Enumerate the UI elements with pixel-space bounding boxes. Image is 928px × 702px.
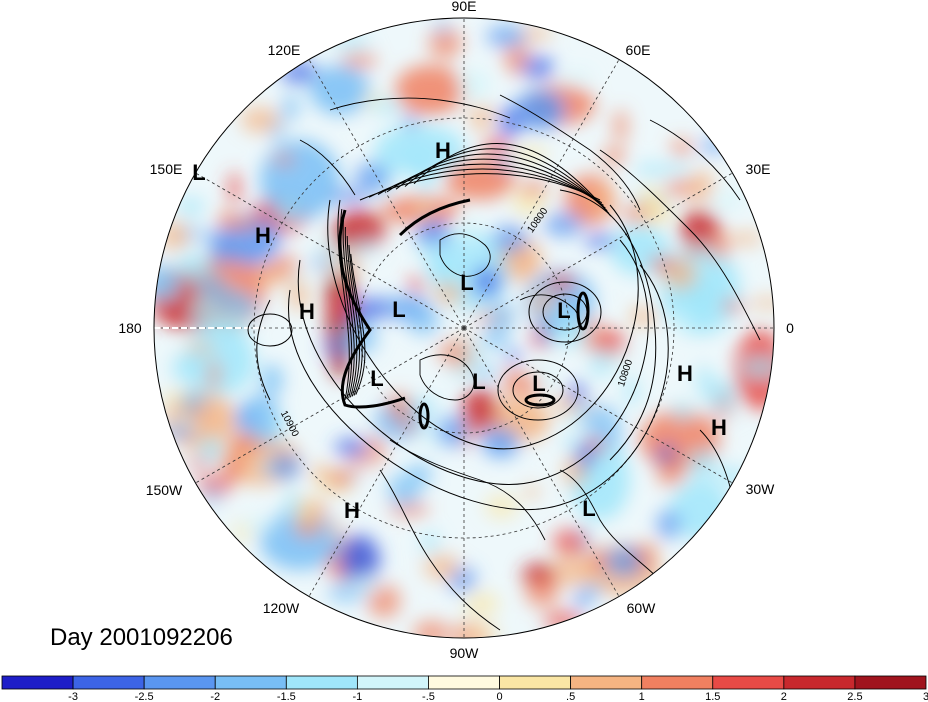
colorbar-tick-label: 1.5 — [705, 691, 720, 702]
colorbar-tick-label: -.5 — [422, 691, 435, 702]
coastlines — [299, 94, 761, 631]
colorbar-swatch — [428, 675, 500, 690]
colorbar-swatch — [1, 675, 74, 690]
map-boundary — [153, 17, 775, 639]
colorbar-swatch — [712, 675, 785, 690]
pressure-center-low: L — [460, 270, 473, 295]
lon-label-150e: 150E — [150, 161, 183, 177]
lon-label-120w: 120W — [263, 600, 300, 616]
lon-label-60w: 60W — [627, 600, 657, 616]
pressure-center-low: L — [532, 371, 545, 396]
pressure-center-high: H — [299, 299, 315, 324]
colorbar-tick-label: 2 — [781, 691, 787, 702]
colorbar-tick-label: -1.5 — [277, 691, 296, 702]
colorbar-swatch — [214, 675, 287, 690]
colorbar-tick-label: 0 — [496, 691, 502, 702]
pressure-center-high: H — [344, 498, 360, 523]
colorbar-tick-label: 3 — [923, 691, 928, 702]
pressure-center-low: L — [370, 366, 383, 391]
geopotential-contours — [247, 142, 669, 510]
pressure-center-high: H — [677, 361, 693, 386]
pressure-centers: L H H H L L L L L L H H H L — [192, 138, 727, 523]
colorbar-tick-label: 2.5 — [847, 691, 862, 702]
graticule — [154, 18, 774, 638]
pressure-center-high: H — [711, 415, 727, 440]
pressure-center-high: H — [435, 138, 451, 163]
colorbar: -3 -2.5 -2 -1.5 -1 -.5 0 .5 1 1.5 2 2.5 3 — [1, 675, 928, 702]
colorbar-swatch — [499, 675, 572, 690]
pressure-center-low: L — [192, 160, 205, 185]
colorbar-tick-label: -2.5 — [135, 691, 154, 702]
lon-label-90w: 90W — [450, 645, 480, 661]
colorbar-swatch — [285, 675, 358, 690]
lon-label-30e: 30E — [746, 161, 771, 177]
lon-label-30w: 30W — [746, 481, 776, 497]
colorbar-tick-label: -2 — [210, 691, 220, 702]
map-title: Day 2001092206 — [50, 624, 233, 651]
lon-label-150w: 150W — [146, 482, 183, 498]
lon-label-120e: 120E — [268, 42, 301, 58]
lon-label-0: 0 — [786, 320, 794, 336]
longitude-labels: 90E 60E 30E 0 30W 60W 90W 120W 150W 180 … — [118, 0, 794, 661]
colorbar-swatch — [854, 675, 927, 690]
colorbar-swatch — [641, 675, 714, 690]
pressure-center-low: L — [557, 298, 570, 323]
colorbar-tick-label: .5 — [566, 691, 575, 702]
pressure-center-low: L — [582, 496, 595, 521]
pressure-center-low: L — [472, 369, 485, 394]
lon-label-180: 180 — [118, 320, 142, 336]
colorbar-swatch — [570, 675, 643, 690]
pressure-center-low: L — [392, 297, 405, 322]
colorbar-tick-label: 1 — [639, 691, 645, 702]
colorbar-tick-label: -1 — [352, 691, 362, 702]
lon-label-60e: 60E — [626, 42, 651, 58]
colorbar-swatch — [72, 675, 145, 690]
colorbar-swatch — [356, 675, 429, 690]
anomaly-field — [154, 18, 774, 638]
colorbar-tick-label: -3 — [68, 691, 78, 702]
colorbar-swatch — [783, 675, 856, 690]
lon-label-90e: 90E — [452, 0, 477, 14]
colorbar-swatch — [143, 675, 216, 690]
pressure-center-high: H — [255, 223, 271, 248]
